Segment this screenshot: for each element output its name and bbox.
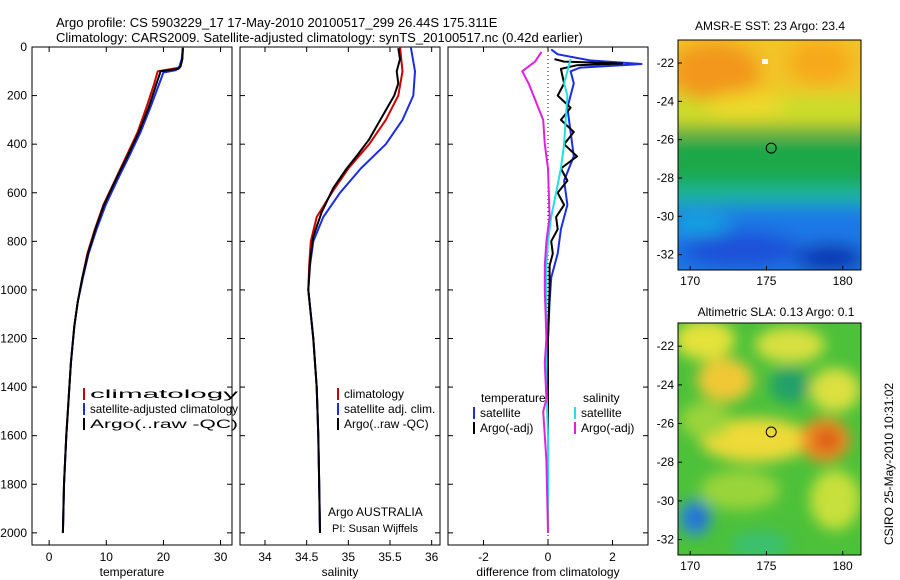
map-x-tick-label: 180 <box>833 274 853 288</box>
legend-label: Argo(..raw -QC) <box>344 417 429 431</box>
x-tick-label: 34 <box>258 550 272 564</box>
legend-temperature-heading: temperature <box>481 391 546 405</box>
map-y-tick-label: -30 <box>657 494 675 508</box>
x-tick-label: 35.5 <box>378 550 402 564</box>
sst-map: AMSR-E SST: 23 Argo: 23.4 170 175 180 -22 -2… <box>657 19 862 288</box>
temperature-axes-box <box>31 46 233 546</box>
legend-label: satellite adj. clim. <box>344 402 435 416</box>
title-line-1: Argo profile: CS 5903229_17 17-May-2010 … <box>56 15 498 30</box>
y-tick-label: 1400 <box>0 380 27 394</box>
map-y-tick-label: -32 <box>657 533 675 547</box>
credit-line-2: PI: Susan Wijffels <box>332 523 418 535</box>
map-y-tick-label: -24 <box>657 378 675 392</box>
series-line-salinity-argo-adj- <box>521 51 551 533</box>
series-line-argo-raw-qc- <box>61 48 184 533</box>
x-tick-label: 30 <box>214 550 228 564</box>
y-tick-label: 200 <box>7 89 27 103</box>
x-tick-label: -2 <box>478 550 489 564</box>
series-line-satellite-adj-clim- <box>307 46 416 533</box>
legend-label: Argo(-adj) <box>480 421 533 435</box>
legend-label: satellite <box>581 406 622 420</box>
sst-map-title: AMSR-E SST: 23 Argo: 23.4 <box>695 19 845 33</box>
map-y-tick-label: -28 <box>657 455 675 469</box>
legend-label: Argo(-adj) <box>581 421 634 435</box>
map-y-tick-label: -26 <box>657 133 675 147</box>
credit-line-1: Argo AUSTRALIA <box>328 505 423 519</box>
sla-map-title: Altimetric SLA: 0.13 Argo: 0.1 <box>698 305 855 319</box>
y-tick-label: 1000 <box>0 283 27 297</box>
series-line-temperature-argo-adj- <box>547 58 624 533</box>
sla-argo-marker <box>765 426 777 438</box>
series-line-argo-raw-qc- <box>307 48 401 533</box>
legend-label: climatology <box>344 387 404 401</box>
series-line-climatology <box>307 46 404 533</box>
map-y-tick-label: -28 <box>657 171 675 185</box>
map-y-tick-label: -22 <box>657 339 675 353</box>
map-x-tick-label: 170 <box>680 559 700 573</box>
y-tick-label: 1600 <box>0 429 27 443</box>
x-tick-label: 10 <box>100 550 114 564</box>
temperature-panel: 0 10 20 30 0 200 400 600 800 1000 1200 1400 1600 1800… <box>0 40 238 579</box>
x-tick-label: 0 <box>545 550 552 564</box>
legend-label: climatology <box>90 387 238 401</box>
x-tick-label: 20 <box>157 550 171 564</box>
x-tick-label: 35 <box>342 550 356 564</box>
y-tick-label: 600 <box>7 186 27 200</box>
map-y-tick-label: -24 <box>657 94 675 108</box>
x-tick-label: 34.5 <box>295 550 319 564</box>
legend-label: satellite-adjusted climatology <box>90 402 238 416</box>
map-y-tick-label: -26 <box>657 417 675 431</box>
y-tick-label: 400 <box>7 137 27 151</box>
map-x-tick-label: 175 <box>756 274 776 288</box>
map-y-tick-label: -30 <box>657 209 675 223</box>
legend-salinity-heading: salinity <box>583 391 620 405</box>
y-tick-label: 2000 <box>0 526 27 540</box>
y-tick-label: 800 <box>7 234 27 248</box>
y-tick-label: 0 <box>20 40 27 54</box>
salinity-axes-box <box>239 46 441 546</box>
sla-map: Altimetric SLA: 0.13 Argo: 0.1 <box>657 305 862 573</box>
salinity-xlabel: salinity <box>322 565 359 579</box>
map-y-tick-label: -32 <box>657 248 675 262</box>
x-tick-label: 0 <box>46 550 53 564</box>
profile-panels: 0 10 20 30020040060080010001200140016001800… <box>0 40 649 579</box>
map-y-tick-label: -22 <box>657 56 675 70</box>
x-tick-label: 2 <box>609 550 616 564</box>
temperature-xlabel: temperature <box>100 565 165 579</box>
title-line-2: Climatology: CARS2009. Satellite-adjuste… <box>56 30 583 45</box>
x-tick-label: 36 <box>425 550 439 564</box>
map-x-tick-label: 170 <box>680 274 700 288</box>
y-tick-label: 1200 <box>0 332 27 346</box>
series-line-salinity-satellite <box>545 58 572 533</box>
map-x-tick-label: 175 <box>756 559 776 573</box>
y-tick-label: 1800 <box>0 477 27 491</box>
legend-label: satellite <box>480 406 521 420</box>
salinity-panel: 34 34.5 35 35.5 36 salinity climatologysatelli… <box>239 46 441 579</box>
map-x-tick-label: 180 <box>833 559 853 573</box>
series-line-temperature-satellite <box>547 48 643 533</box>
difference-xlabel: difference from climatology <box>476 565 619 579</box>
legend-label: Argo(..raw -QC) <box>90 417 238 431</box>
footer-timestamp: CSIRO 25-May-2010 10:31:02 <box>882 383 896 545</box>
sst-argo-marker <box>765 142 777 154</box>
